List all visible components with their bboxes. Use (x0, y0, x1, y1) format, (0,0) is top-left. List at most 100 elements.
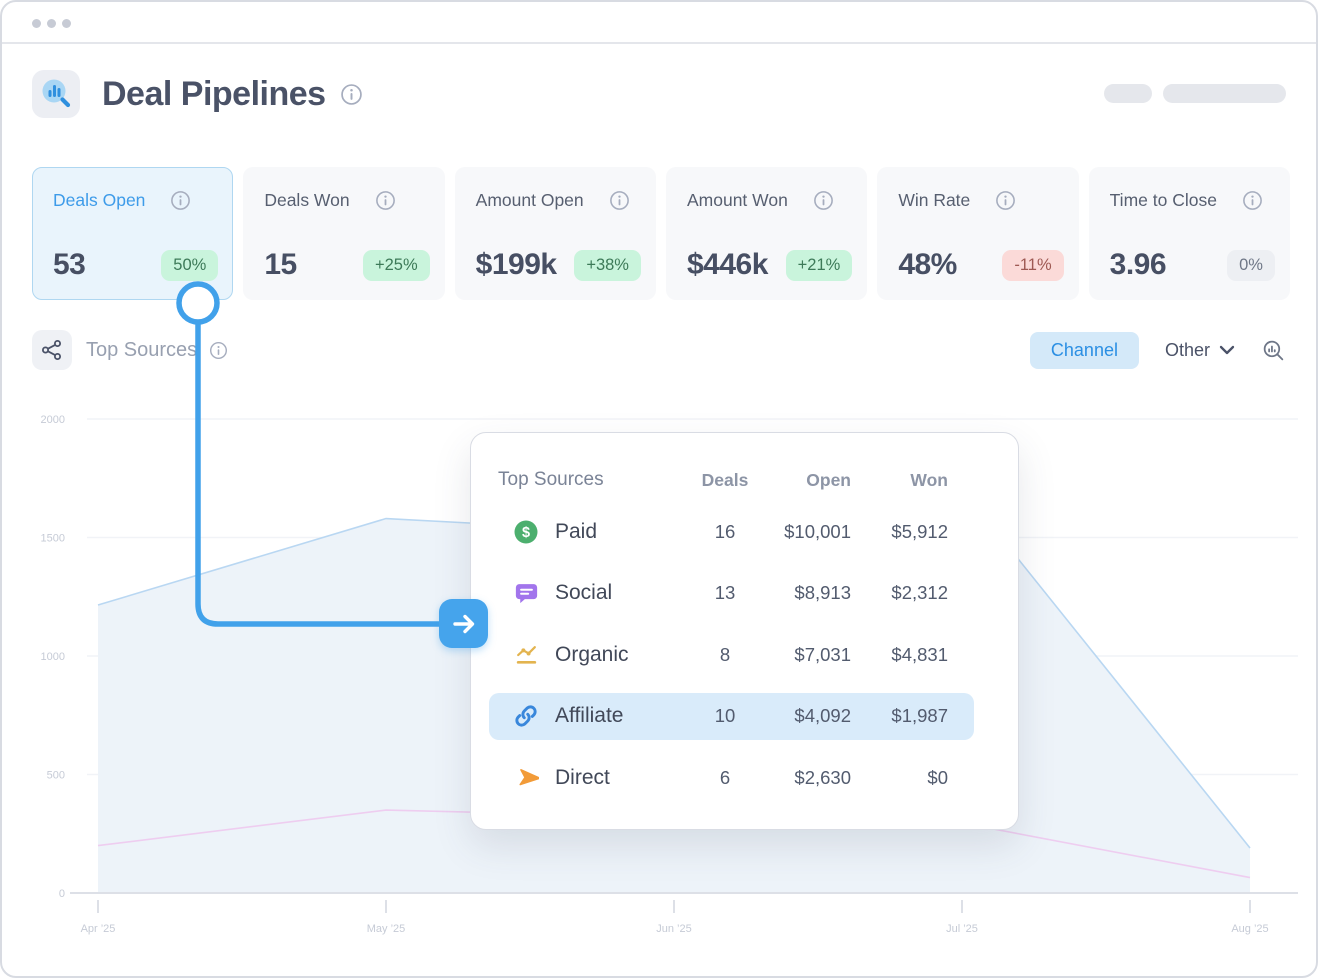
cursor-icon (513, 765, 539, 791)
source-row-paid[interactable]: $ Paid 16 $10,001 $5,912 (489, 501, 948, 563)
svg-text:Aug ’25: Aug ’25 (1231, 923, 1268, 935)
source-open: $8,913 (794, 582, 851, 604)
popup-header-row: Top Sources Deals Open Won (489, 459, 948, 501)
window-dot (47, 19, 56, 28)
svg-text:1500: 1500 (41, 533, 65, 545)
source-open: $7,031 (794, 643, 851, 665)
kpi-card-win-rate[interactable]: Win Rate 48% -11% (877, 167, 1079, 300)
kpi-delta-badge: +38% (574, 249, 641, 281)
chart-zoom-icon[interactable] (1261, 338, 1286, 363)
source-deals: 8 (719, 643, 731, 665)
page-title: Deal Pipelines (102, 74, 326, 113)
kpi-card-deals-open[interactable]: Deals Open 53 50% (32, 167, 234, 300)
page-header: Deal Pipelines (32, 70, 1286, 118)
top-sources-section-header: Top Sources Channel Other (32, 330, 1286, 370)
kpi-value: $199k (475, 248, 557, 281)
section-title: Top Sources (86, 338, 198, 361)
kpi-label: Win Rate (898, 190, 971, 210)
share-icon (32, 330, 72, 370)
kpi-label: Deals Open (53, 190, 146, 210)
kpi-delta-badge: +25% (362, 249, 430, 281)
source-name: Direct (555, 765, 610, 789)
svg-text:Jun ’25: Jun ’25 (656, 923, 691, 935)
svg-text:$: $ (522, 525, 530, 541)
svg-text:1000: 1000 (41, 651, 65, 663)
kpi-value: 3.96 (1109, 248, 1167, 281)
source-row-organic[interactable]: Organic 8 $7,031 $4,831 (489, 624, 948, 686)
source-won: $4,831 (891, 643, 948, 665)
svg-text:500: 500 (47, 770, 65, 782)
kpi-card-amount-open[interactable]: Amount Open $199k +38% (454, 167, 656, 300)
source-row-affiliate[interactable]: Affiliate 10 $4,092 $1,987 (489, 686, 974, 748)
kpi-label: Amount Won (686, 190, 788, 210)
trend-icon (513, 642, 539, 668)
window-dot (32, 19, 41, 28)
link-icon (513, 703, 539, 729)
source-open: $10,001 (784, 520, 851, 542)
source-open: $4,092 (794, 705, 851, 727)
kpi-delta-badge: -11% (1002, 249, 1064, 281)
svg-text:0: 0 (59, 888, 65, 900)
source-name: Affiliate (555, 704, 624, 728)
callout-arrow-button[interactable] (439, 599, 488, 648)
kpi-card-amount-won[interactable]: Amount Won $446k +21% (665, 167, 868, 300)
column-header-open: Open (806, 469, 851, 490)
svg-text:Jul ’25: Jul ’25 (946, 923, 978, 935)
arrow-right-icon (452, 614, 474, 633)
info-icon[interactable] (995, 190, 1016, 211)
window-controls (32, 19, 71, 28)
source-deals: 6 (719, 766, 731, 788)
kpi-delta-badge: 0% (1227, 249, 1275, 281)
svg-text:Apr ’25: Apr ’25 (81, 923, 116, 935)
channel-button[interactable]: Channel (1029, 331, 1139, 369)
kpi-value: $446k (686, 248, 768, 281)
source-open: $2,630 (794, 766, 851, 788)
source-deals: 13 (714, 582, 736, 604)
svg-text:May ’25: May ’25 (367, 923, 406, 935)
kpi-card-deals-won[interactable]: Deals Won 15 +25% (243, 167, 445, 300)
info-icon[interactable] (609, 190, 630, 211)
kpi-delta-badge: 50% (161, 249, 219, 281)
info-icon[interactable] (375, 190, 396, 211)
source-name: Social (555, 581, 613, 605)
kpi-value: 48% (898, 248, 957, 281)
chevron-down-icon (1219, 345, 1235, 355)
section-info-icon[interactable] (209, 341, 228, 360)
dollar-icon: $ (513, 519, 539, 545)
svg-text:2000: 2000 (41, 414, 65, 426)
other-dropdown-label: Other (1164, 339, 1210, 360)
kpi-label: Deals Won (264, 190, 350, 210)
pipeline-search-icon (32, 70, 80, 118)
source-row-social[interactable]: Social 13 $8,913 $2,312 (489, 563, 948, 625)
info-icon[interactable] (170, 190, 191, 211)
row-highlight (489, 692, 974, 740)
window-titlebar (2, 2, 1316, 44)
kpi-value: 53 (53, 248, 86, 281)
other-dropdown[interactable]: Other (1165, 340, 1235, 361)
header-placeholders (1104, 84, 1286, 103)
source-won: $0 (927, 766, 948, 788)
kpi-card-time-to-close[interactable]: Time to Close 3.96 0% (1088, 167, 1290, 300)
info-icon[interactable] (1242, 190, 1263, 211)
top-sources-popup: Top Sources Deals Open Won $ Paid 16 $10… (470, 432, 1019, 830)
source-name: Organic (555, 642, 629, 666)
source-won: $5,912 (891, 520, 948, 542)
placeholder-pill (1163, 84, 1286, 103)
source-deals: 16 (714, 520, 736, 542)
info-icon[interactable] (813, 190, 834, 211)
placeholder-pill (1104, 84, 1152, 103)
chat-icon (513, 580, 539, 606)
source-deals: 10 (714, 705, 736, 727)
window-dot (62, 19, 71, 28)
kpi-delta-badge: +21% (785, 249, 853, 281)
column-header-deals: Deals (701, 469, 749, 490)
kpi-label: Time to Close (1109, 190, 1217, 210)
source-name: Paid (555, 519, 598, 543)
title-info-icon[interactable] (340, 83, 363, 106)
kpi-label: Amount Open (475, 190, 584, 210)
source-row-direct[interactable]: Direct 6 $2,630 $0 (489, 747, 948, 809)
kpi-card-row: Deals Open 53 50% Deals Won 15 +25% Amou… (32, 167, 1290, 300)
column-header-won: Won (910, 469, 948, 490)
kpi-value: 15 (264, 248, 297, 281)
